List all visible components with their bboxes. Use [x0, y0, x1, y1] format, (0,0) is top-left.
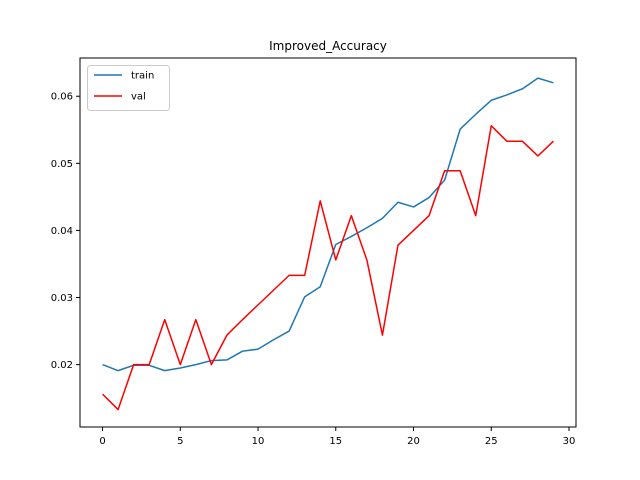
y-tick-label: 0.06 [51, 92, 73, 103]
y-tick-label: 0.04 [51, 226, 73, 237]
x-axis: 0 5 10 15 20 25 30 [99, 427, 575, 447]
y-axis: 0.02 0.03 0.04 0.05 0.06 [51, 92, 80, 371]
series-line-train [102, 77, 554, 372]
legend-label: train [131, 71, 154, 82]
x-tick-label: 0 [99, 436, 105, 447]
plot-frame [79, 57, 577, 428]
x-tick-label: 20 [407, 436, 420, 447]
x-tick-label: 5 [177, 436, 183, 447]
series-line-val [102, 125, 554, 411]
x-tick-label: 25 [485, 436, 498, 447]
chart-title: Improved_Accuracy [269, 39, 387, 53]
x-tick-label: 30 [563, 436, 576, 447]
legend-label: val [131, 92, 146, 103]
x-tick-label: 15 [329, 436, 342, 447]
legend: train val [87, 65, 170, 111]
y-tick-label: 0.02 [51, 360, 73, 371]
y-tick-label: 0.03 [51, 293, 73, 304]
y-tick-label: 0.05 [51, 159, 73, 170]
legend-box [87, 65, 170, 111]
x-tick-label: 10 [252, 436, 265, 447]
series-layer [102, 77, 554, 411]
